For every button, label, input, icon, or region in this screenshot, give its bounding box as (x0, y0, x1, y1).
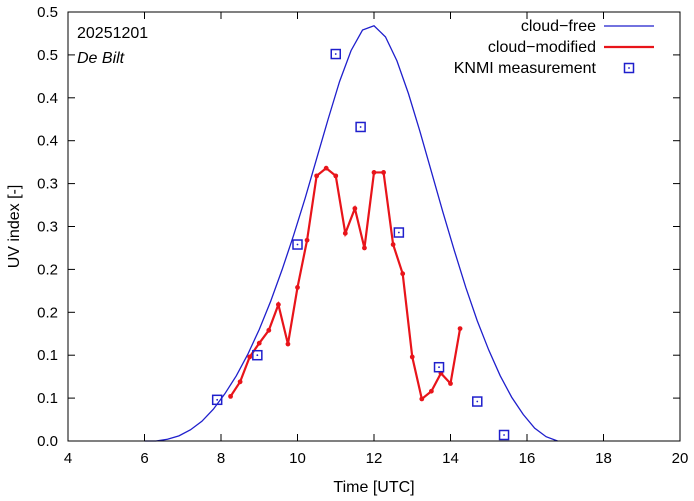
y-tick-label: 0.2 (37, 261, 58, 278)
y-tick-label: 0.1 (37, 347, 58, 364)
knmi-measurement-center (503, 434, 505, 436)
cloud-modified-point (256, 340, 262, 346)
x-tick-label: 18 (595, 450, 612, 467)
cloud-modified-point (304, 237, 310, 243)
y-tick-label: 0.4 (37, 133, 58, 150)
x-tick-label: 16 (519, 450, 536, 467)
knmi-measurement-center (296, 243, 299, 246)
y-tick-label: 0.5 (37, 4, 58, 21)
cloud-modified-line (229, 166, 462, 401)
knmi-measurement-center (334, 53, 337, 55)
x-tick-label: 12 (366, 450, 383, 467)
axis-ticks: 4 6 8 10 12 14 16 18 20 0.0 0.1 0.1 0.2 0.2 0.3 0.3 0.4 0… (37, 4, 688, 467)
cloud-modified-point (275, 302, 281, 307)
legend-label: KNMI measurement (454, 60, 597, 77)
x-tick-label: 4 (64, 450, 72, 467)
cloud-modified-point (295, 285, 300, 290)
x-tick-label: 14 (442, 450, 459, 467)
legend-measurement-swatch (623, 62, 635, 74)
y-tick-label: 0.4 (37, 90, 58, 107)
cloud-modified-point (266, 327, 272, 333)
y-tick-label: 0.3 (37, 176, 58, 193)
station-annotation: De Bilt (77, 50, 125, 67)
cloud-modified-point (381, 170, 386, 175)
x-tick-label: 8 (217, 450, 225, 467)
legend-label: cloud−modified (488, 39, 596, 56)
cloud-modified-point (352, 206, 358, 211)
cloud-modified-point (362, 245, 367, 251)
knmi-measurement-point (252, 349, 263, 361)
cloud-free-line (144, 24, 558, 442)
cloud-modified-point (390, 242, 396, 247)
knmi-measurement-point (433, 361, 445, 373)
cloud-modified-point (247, 354, 253, 360)
y-tick-label: 0.0 (37, 433, 58, 450)
cloud-modified-point (323, 165, 329, 171)
legend: cloud−free cloud−modified KNMI measurement (454, 18, 654, 77)
cloud-modified-point (342, 230, 348, 236)
knmi-measurement-point (330, 48, 341, 60)
knmi-measurement-point (472, 396, 483, 407)
legend-measurement-center (628, 67, 630, 69)
x-tick-label: 20 (672, 450, 689, 467)
cloud-modified-point (314, 173, 320, 179)
knmi-measurement-point (498, 429, 510, 441)
cloud-modified-point (419, 396, 425, 402)
y-axis-title: UV index [-] (6, 185, 23, 269)
cloud-modified-point (228, 393, 233, 399)
knmi-measurement-point (211, 394, 223, 406)
knmi-measurement-center (438, 366, 440, 369)
date-annotation: 20251201 (77, 25, 148, 42)
y-tick-label: 0.1 (37, 390, 58, 407)
plot-content (144, 24, 558, 442)
cloud-modified-point (285, 341, 291, 347)
knmi-measurement-center (397, 231, 400, 234)
cloud-modified-point (448, 381, 453, 386)
legend-label: cloud−free (521, 18, 596, 35)
cloud-modified-point (457, 326, 463, 332)
cloud-modified-point (409, 354, 415, 360)
x-axis-title: Time [UTC] (333, 479, 414, 496)
x-tick-label: 10 (289, 450, 306, 467)
cloud-modified-point (428, 388, 434, 394)
y-tick-label: 0.3 (37, 219, 58, 236)
knmi-measurement-center (256, 354, 259, 357)
cloud-modified-point (333, 173, 339, 179)
knmi-measurement-point (355, 121, 366, 133)
knmi-measurement-point (292, 239, 303, 250)
knmi-measurement-center (476, 400, 479, 403)
cloud-modified-point (371, 170, 377, 175)
knmi-measurement-center (359, 126, 362, 128)
cloud-modified-point (237, 379, 243, 385)
y-tick-label: 0.5 (37, 47, 58, 64)
cloud-modified-point (400, 271, 406, 277)
x-tick-label: 6 (140, 450, 148, 467)
knmi-measurement-point (393, 227, 405, 238)
plot-frame (67, 11, 681, 442)
y-tick-label: 0.2 (37, 304, 58, 321)
knmi-measurement-center (216, 398, 219, 401)
